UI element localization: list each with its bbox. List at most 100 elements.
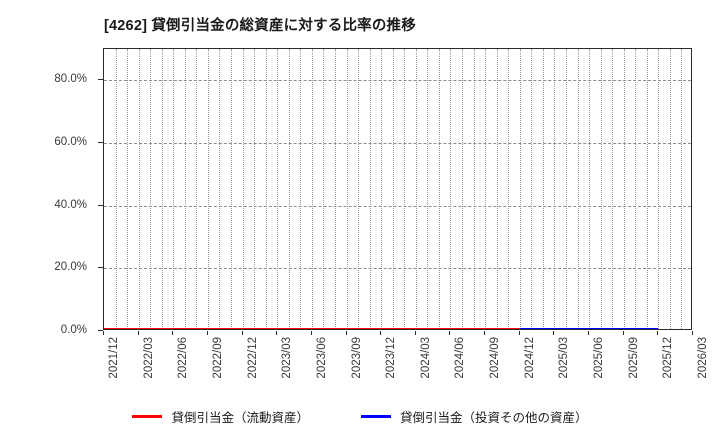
x-axis-tick-mark xyxy=(310,331,312,335)
y-axis-tick-marks xyxy=(98,48,103,331)
gridline-vertical xyxy=(184,49,186,329)
gridline-vertical xyxy=(427,49,429,329)
x-axis: 2021/12 2022/03 2022/06 2022/09 2022/12 2023/… xyxy=(103,331,709,401)
gridline-vertical xyxy=(173,49,175,329)
x-axis-tick-label: 2022/03 xyxy=(142,337,155,379)
legend-color-swatch xyxy=(361,414,391,418)
gridline-horizontal xyxy=(104,205,691,207)
gridline-vertical xyxy=(381,49,383,329)
x-axis-tick-label: 2023/06 xyxy=(315,337,328,379)
y-axis-tick-label: 0.0% xyxy=(60,324,87,336)
y-axis-tick-mark xyxy=(98,142,103,143)
series-line xyxy=(104,328,520,329)
gridlines xyxy=(104,49,691,329)
chart-legend: 貸倒引当金（流動資産） 貸倒引当金（投資その他の資産） xyxy=(0,404,720,428)
x-axis-tick-label: 2022/09 xyxy=(211,337,224,379)
gridline-vertical xyxy=(334,49,336,329)
gridline-horizontal xyxy=(104,268,691,270)
gridline-vertical xyxy=(311,49,313,329)
x-axis-tick-label: 2023/03 xyxy=(281,337,294,379)
x-axis-tick-mark xyxy=(449,331,451,335)
gridline-vertical xyxy=(346,49,348,329)
y-axis-tick-mark xyxy=(98,79,103,81)
legend-color-swatch xyxy=(132,414,163,418)
gridline-vertical xyxy=(508,49,510,329)
x-axis-tick-label: 2024/12 xyxy=(523,337,536,379)
gridline-vertical xyxy=(369,49,371,329)
x-axis-tick-mark xyxy=(380,331,382,335)
gridline-vertical xyxy=(415,49,417,329)
x-axis-tick-label: 2024/03 xyxy=(419,337,432,379)
gridline-vertical xyxy=(277,49,279,329)
x-axis-tick-mark xyxy=(657,331,659,335)
y-axis-tick-label: 60.0% xyxy=(54,136,87,148)
x-axis-tick-mark xyxy=(518,331,520,335)
gridline-vertical xyxy=(623,49,625,329)
gridline-vertical xyxy=(161,49,163,329)
gridline-vertical xyxy=(554,49,556,329)
x-axis-tick-mark xyxy=(692,331,693,335)
x-axis-tick-mark xyxy=(588,331,590,335)
gridline-vertical xyxy=(323,49,325,329)
gridline-vertical xyxy=(207,49,209,329)
x-axis-tick-label: 2026/03 xyxy=(697,337,709,379)
y-axis: 0.0% 20.0% 40.0% 60.0% 80.0% xyxy=(0,48,96,336)
gridline-vertical xyxy=(138,49,140,329)
x-axis-tick-label: 2022/12 xyxy=(246,337,259,379)
y-axis-tick-label: 40.0% xyxy=(54,198,87,211)
x-axis-tick-mark xyxy=(276,331,278,335)
gridline-vertical xyxy=(531,49,533,329)
y-axis-tick-label: 20.0% xyxy=(54,261,87,274)
gridline-vertical xyxy=(577,49,579,329)
y-axis-tick-mark xyxy=(98,267,103,269)
legend-label: 貸倒引当金（投資その他の資産） xyxy=(400,410,588,425)
gridline-vertical xyxy=(231,49,233,329)
gridline-vertical xyxy=(150,49,152,329)
y-axis-tick-mark xyxy=(98,330,103,331)
gridline-vertical xyxy=(473,49,475,329)
y-axis-tick-mark xyxy=(98,204,103,206)
x-axis-tick-label: 2025/12 xyxy=(662,337,675,379)
x-axis-tick-label: 2024/09 xyxy=(489,337,502,379)
gridline-vertical xyxy=(115,49,117,329)
gridline-vertical xyxy=(127,49,129,329)
gridline-vertical xyxy=(496,49,498,329)
gridline-vertical xyxy=(300,49,302,329)
gridline-vertical xyxy=(485,49,487,329)
x-axis-tick-mark xyxy=(553,331,555,335)
gridline-vertical xyxy=(254,49,256,329)
gridline-vertical xyxy=(669,49,671,329)
gridline-vertical xyxy=(196,49,198,329)
x-axis-tick-label: 2023/09 xyxy=(350,337,363,379)
x-axis-tick-label: 2025/09 xyxy=(627,337,640,379)
legend-item[interactable]: 貸倒引当金（流動資産） xyxy=(132,407,309,426)
series-line xyxy=(519,328,659,329)
plot-area xyxy=(103,48,692,330)
gridline-horizontal xyxy=(104,80,691,82)
x-axis-tick-label: 2025/03 xyxy=(558,337,571,379)
gridline-vertical xyxy=(646,49,648,329)
gridline-vertical xyxy=(358,49,360,329)
x-axis-tick-label: 2023/12 xyxy=(385,337,398,379)
gridline-vertical xyxy=(612,49,614,329)
gridline-vertical xyxy=(542,49,544,329)
gridline-vertical xyxy=(565,49,567,329)
gridline-vertical xyxy=(519,49,521,329)
gridline-vertical xyxy=(404,49,406,329)
gridline-vertical xyxy=(450,49,452,329)
legend-item[interactable]: 貸倒引当金（投資その他の資産） xyxy=(361,407,588,426)
x-axis-tick-mark xyxy=(484,331,486,335)
chart-title: [4262] 貸倒引当金の総資産に対する比率の推移 xyxy=(104,18,416,34)
gridline-vertical xyxy=(288,49,290,329)
x-axis-tick-mark xyxy=(241,331,243,335)
gridline-vertical xyxy=(265,49,267,329)
x-axis-tick-mark xyxy=(345,331,347,335)
gridline-vertical xyxy=(462,49,464,329)
gridline-vertical xyxy=(438,49,440,329)
gridline-vertical xyxy=(219,49,221,329)
y-axis-tick-label: 80.0% xyxy=(54,73,87,86)
gridline-vertical xyxy=(635,49,637,329)
gridline-vertical xyxy=(242,49,244,329)
x-axis-tick-mark xyxy=(414,331,416,335)
